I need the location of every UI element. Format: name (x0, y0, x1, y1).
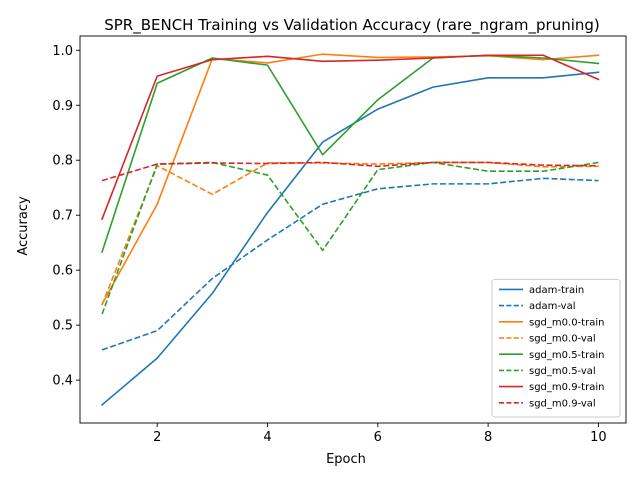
legend-label: sgd_m0.9-val (529, 398, 596, 409)
legend-label: sgd_m0.9-train (529, 382, 604, 393)
y-axis-title: Accuracy (16, 196, 31, 256)
legend-label: sgd_m0.0-val (529, 334, 596, 345)
x-tick-label: 10 (590, 430, 607, 445)
legend-label: sgd_m0.5-val (529, 366, 596, 377)
y-tick-label: 0.5 (52, 319, 73, 334)
x-tick-label: 6 (374, 430, 382, 445)
series-line-sgd_m0.9-train (101, 54, 600, 221)
axes-layer: 2 4 6 8 10 0.4 0.5 0.6 0.7 0.8 0.9 1.0 (52, 35, 627, 445)
x-tick-label: 2 (153, 430, 161, 445)
legend-label: adam-train (529, 285, 584, 296)
y-tick-label: 0.4 (52, 374, 73, 389)
legend-label: adam-val (529, 301, 576, 312)
legend: adam-train adam-val sgd_m0.0-train sgd_m0.0… (491, 278, 621, 418)
series-line-sgd_m0.5-val (101, 161, 599, 315)
series-line-sgd_m0.5-train (101, 54, 600, 254)
series-line-sgd_m0.9-val (101, 161, 599, 182)
x-tick-label: 8 (484, 430, 492, 445)
y-tick-label: 0.8 (52, 154, 73, 169)
y-tick-label: 1.0 (52, 44, 73, 59)
y-tick-label: 0.9 (52, 99, 73, 114)
series-line-adam-train (100, 71, 600, 406)
series-line-adam-val (101, 177, 599, 351)
axes-frame (79, 35, 627, 424)
legend-label: sgd_m0.5-train (529, 350, 604, 361)
x-tick-label: 4 (263, 430, 271, 445)
y-tick-label: 0.6 (52, 264, 73, 279)
legend-label: sgd_m0.0-train (529, 317, 604, 328)
y-tick-label: 0.7 (52, 209, 73, 224)
series-line-sgd_m0.0-val (101, 161, 599, 306)
legend-box (491, 278, 621, 418)
x-axis-title: Epoch (326, 452, 366, 467)
series-layer (100, 53, 600, 406)
series-line-sgd_m0.0-train (100, 53, 600, 306)
chart-title: SPR_BENCH Training vs Validation Accurac… (104, 16, 600, 35)
